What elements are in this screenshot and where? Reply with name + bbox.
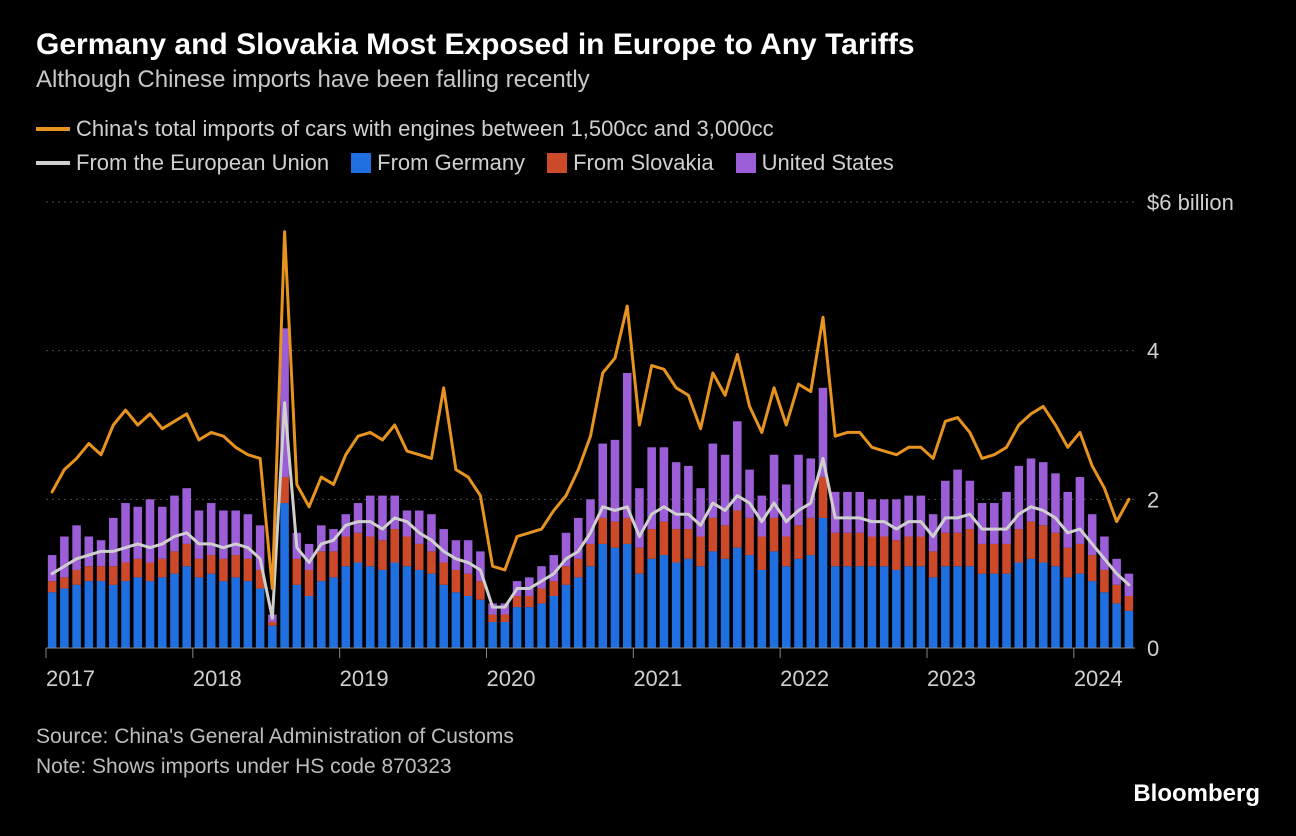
box-swatch-icon — [351, 153, 371, 173]
svg-text:2023: 2023 — [927, 666, 976, 691]
legend-item-total: China's total imports of cars with engin… — [36, 112, 774, 146]
legend: China's total imports of cars with engin… — [36, 112, 1260, 180]
line-swatch-icon — [36, 127, 70, 131]
box-swatch-icon — [547, 153, 567, 173]
svg-text:$6 billion: $6 billion — [1147, 190, 1234, 215]
svg-text:2018: 2018 — [193, 666, 242, 691]
svg-text:2017: 2017 — [46, 666, 95, 691]
note-line: Note: Shows imports under HS code 870323 — [36, 752, 1260, 782]
svg-text:0: 0 — [1147, 636, 1159, 661]
chart-area: 0 2 4 $6 billion 2017 2018 2019 2020 2021 2022 202… — [36, 188, 1260, 698]
chart-footer: Source: China's General Administration o… — [36, 722, 1260, 782]
source-line: Source: China's General Administration o… — [36, 722, 1260, 752]
svg-text:2024: 2024 — [1074, 666, 1123, 691]
legend-label: From Germany — [377, 146, 525, 180]
chart-svg: 0 2 4 $6 billion 2017 2018 2019 2020 2021 2022 202… — [36, 188, 1260, 698]
legend-label: China's total imports of cars with engin… — [76, 112, 774, 146]
svg-text:2022: 2022 — [780, 666, 829, 691]
line-swatch-icon — [36, 161, 70, 165]
legend-item-slovakia: From Slovakia — [547, 146, 714, 180]
svg-text:2020: 2020 — [486, 666, 535, 691]
brand-label: Bloomberg — [1133, 780, 1260, 808]
svg-text:4: 4 — [1147, 339, 1159, 364]
legend-label: United States — [762, 146, 894, 180]
chart-title: Germany and Slovakia Most Exposed in Eur… — [36, 28, 1260, 62]
legend-label: From the European Union — [76, 146, 329, 180]
svg-text:2019: 2019 — [340, 666, 389, 691]
svg-text:2: 2 — [1147, 487, 1159, 512]
box-swatch-icon — [736, 153, 756, 173]
legend-item-eu: From the European Union — [36, 146, 329, 180]
legend-label: From Slovakia — [573, 146, 714, 180]
chart-subtitle: Although Chinese imports have been falli… — [36, 66, 1260, 94]
legend-item-us: United States — [736, 146, 894, 180]
svg-text:2021: 2021 — [633, 666, 682, 691]
legend-item-germany: From Germany — [351, 146, 525, 180]
